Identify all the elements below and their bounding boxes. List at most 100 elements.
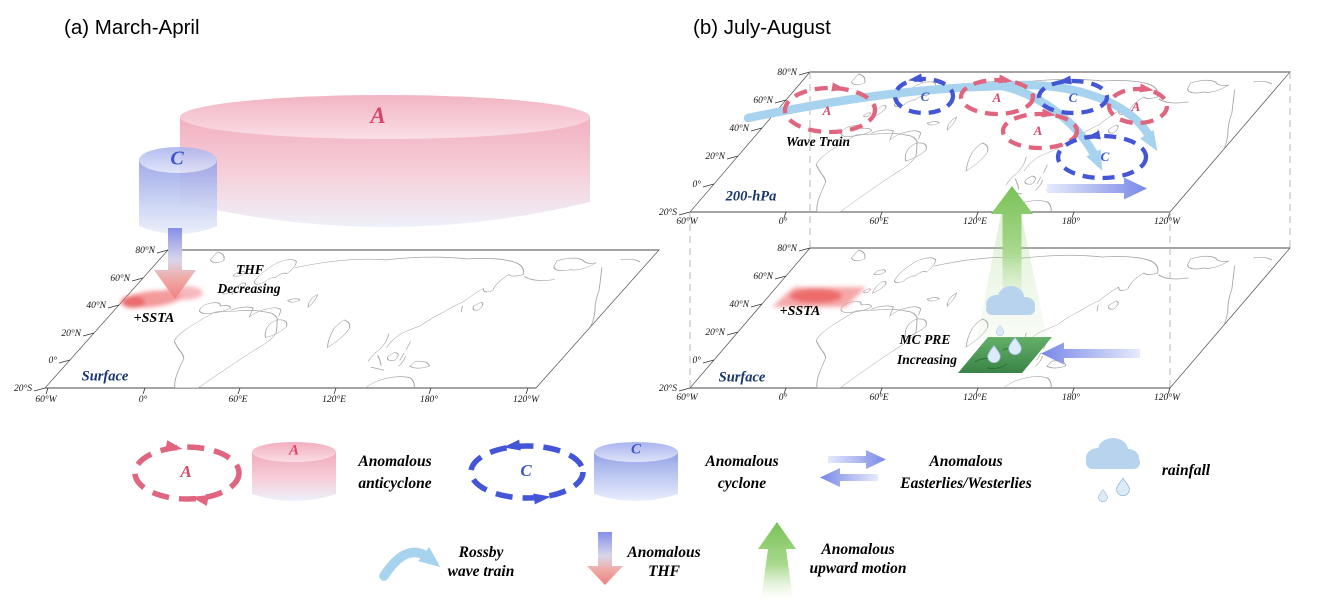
axis-tick: 0° [692, 356, 701, 366]
panel-b-upper-level-label: 200-hPa [725, 188, 777, 205]
axis-tick: 20°S [658, 384, 677, 394]
axis-tick: 40°N [86, 301, 106, 311]
legend-easterly-arrow [820, 468, 878, 487]
axis-tick: 0° [778, 393, 788, 403]
axis-tick: 60°N [753, 96, 773, 106]
panel-b-200hpa-map [678, 71, 1291, 219]
axis-tick: 20°N [705, 328, 725, 338]
wave-train-label: Wave Train [785, 134, 851, 149]
axis-tick: 80°N [777, 244, 797, 254]
circle-letter: C [920, 89, 930, 104]
axis-tick: 120°W [1154, 217, 1180, 227]
legend-cyclone-label-line2: cyclone [717, 475, 767, 492]
axis-tick: 20°S [13, 384, 32, 394]
axis-tick: 60°W [676, 393, 698, 403]
rossby-arrowheads [1086, 129, 1158, 171]
legend-anticyclone-cylinder [252, 442, 336, 501]
panel-a-title: (a) March-April [64, 16, 200, 39]
axis-tick: 120°W [513, 395, 539, 405]
axis-tick: 0° [778, 217, 788, 227]
legend-rainfall-label: rainfall [1161, 462, 1211, 479]
legend-winds-label-line1: Anomalous [929, 453, 1003, 470]
axis-tick: 80°N [135, 246, 155, 256]
axis-tick: 60°E [869, 217, 889, 227]
panel-b-ssta-label: +SSTA [779, 304, 821, 319]
mc-pre-label-line2: Increasing [896, 352, 958, 367]
axis-tick: 120°E [963, 217, 987, 227]
panel-a-anticyclone-letter: A [370, 103, 386, 128]
legend-thf-arrow [587, 532, 623, 585]
legend-anticyclone-label-line2: anticyclone [358, 475, 432, 492]
circle-letter: A [1033, 123, 1043, 138]
axis-tick: 0° [48, 356, 57, 366]
legend-anticyclone-ellipse [132, 440, 242, 506]
panel-a-thf-arrow [154, 228, 196, 299]
axis-tick: 60°W [35, 395, 57, 405]
axis-tick: 120°E [322, 395, 346, 405]
panel-a-surface-map [33, 249, 660, 395]
axis-tick: 180° [1061, 393, 1081, 403]
circle-letter: A [822, 103, 832, 118]
thf-label-line2: Decreasing [217, 281, 281, 296]
mc-pre-label-line1: MC PRE [899, 332, 951, 347]
legend-cyclone-ellipse [468, 439, 586, 505]
axis-tick: 20°S [658, 208, 677, 218]
panel-b-circulation-circles [782, 76, 1170, 181]
axis-tick: 180° [1061, 217, 1081, 227]
legend-upward-arrow [758, 522, 796, 600]
axis-tick: 0° [692, 180, 701, 190]
legend-thf-label-line1: Anomalous [627, 544, 701, 561]
axis-tick: 180° [419, 395, 439, 405]
axis-tick: 120°W [1154, 393, 1180, 403]
axis-tick: 120°E [963, 393, 987, 403]
axis-tick: 20°N [61, 329, 81, 339]
axis-tick: 60°W [676, 217, 698, 227]
legend-rossby-label-line1: Rossby [458, 544, 504, 561]
panel-a-anticyclone-cylinder [180, 95, 590, 227]
axis-tick: 80°N [777, 68, 797, 78]
circle-letter: A [1131, 99, 1141, 114]
circle-letter: C [1068, 90, 1078, 105]
legend-rossby-label-line2: wave train [447, 563, 515, 580]
panel-a-ssta-patch [121, 286, 203, 308]
legend-cyclone-ellipse-letter: C [520, 461, 532, 480]
legend-cyclone-cylinder [594, 442, 678, 501]
axis-tick: 60°E [228, 395, 248, 405]
legend-anticyclone-cylinder-letter: A [288, 442, 300, 459]
legend-winds-label-line2: Easterlies/Westerlies [900, 475, 1032, 492]
axis-tick: 40°N [729, 300, 749, 310]
axis-tick: 0° [138, 395, 148, 405]
upward-motion-arrow [991, 186, 1033, 307]
legend-cyclone-label-line1: Anomalous [705, 453, 779, 470]
panel-a-level-label: Surface [81, 368, 129, 385]
axis-tick: 60°N [753, 272, 773, 282]
axis-tick: 40°N [729, 124, 749, 134]
panel-a-cyclone-cylinder [139, 147, 217, 234]
legend-cyclone-cylinder-letter: C [630, 441, 642, 458]
rain-cloud [986, 286, 1035, 315]
legend-rossby-arrow [379, 546, 441, 581]
legend-anticyclone-ellipse-letter: A [180, 462, 192, 481]
thf-label-line1: THF [236, 262, 264, 277]
circle-letter: A [992, 90, 1002, 105]
westerly-arrow [1047, 177, 1147, 200]
legend-upward-label-line2: upward motion [809, 560, 907, 577]
legend-anticyclone-label-line1: Anomalous [358, 453, 432, 470]
circle-letter: C [1100, 149, 1110, 164]
legend-thf-label-line2: THF [648, 563, 680, 580]
axis-tick: 20°N [705, 152, 725, 162]
axis-tick: 60°E [869, 393, 889, 403]
legend-rain-cloud [1086, 438, 1140, 469]
panel-b-ssta-patch [772, 287, 866, 307]
legend-upward-label-line1: Anomalous [821, 541, 895, 558]
legend-raindrops [1098, 477, 1130, 503]
panel-b-title: (b) July-August [693, 16, 831, 39]
axis-tick: 60°N [110, 274, 130, 284]
panel-b-corner-connectors [689, 72, 1291, 390]
panel-a-cyclone-letter: C [170, 147, 184, 170]
panel-b-lower-level-label: Surface [718, 369, 766, 386]
panel-a-ssta-label: +SSTA [133, 311, 175, 326]
panel-a-axis-ticks [33, 249, 529, 395]
